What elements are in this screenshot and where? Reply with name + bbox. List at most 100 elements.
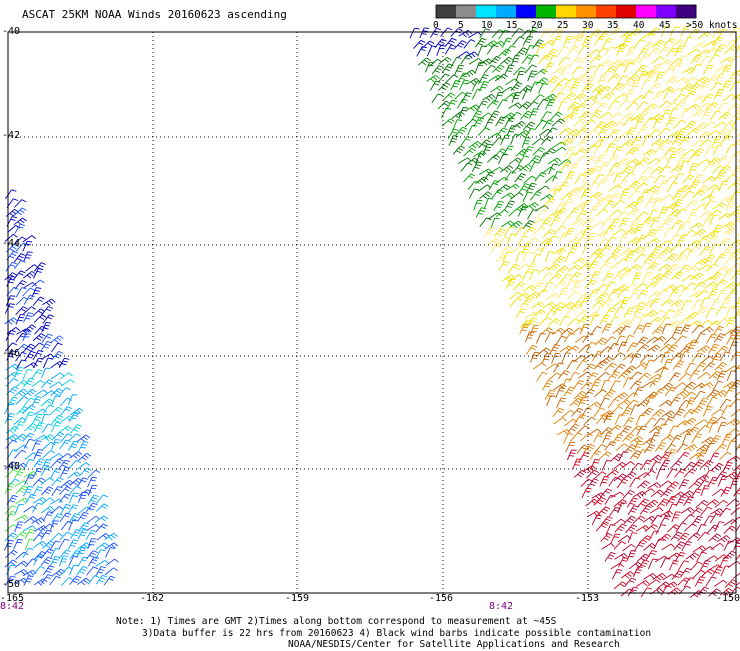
wind-barb-east-swath: [662, 110, 671, 120]
wind-barb-east-swath: [613, 327, 626, 334]
wind-barb-east-swath: [584, 417, 596, 425]
wind-barb-east-swath: [472, 162, 482, 172]
wind-barb-east-swath: [478, 185, 491, 191]
wind-barb-east-swath: [644, 444, 655, 453]
wind-barb-east-swath: [679, 137, 690, 146]
wind-barb-east-swath: [661, 195, 674, 201]
wind-barb-east-swath: [687, 128, 699, 135]
wind-barb-east-swath: [578, 397, 588, 407]
wind-barb-east-swath: [539, 55, 551, 64]
wind-barb-east-swath: [472, 89, 482, 99]
wind-barb-east-swath: [700, 298, 710, 308]
wind-barb-east-swath: [719, 181, 728, 191]
wind-barb-east-swath: [693, 190, 705, 198]
wind-barb-east-swath: [499, 261, 510, 270]
wind-barb-east-swath: [684, 578, 694, 588]
wind-barb-east-swath: [606, 470, 619, 477]
wind-barb-east-swath: [656, 469, 665, 479]
wind-barb-west-swath: [51, 422, 61, 432]
wind-barb-east-swath: [552, 36, 562, 46]
wind-barb-east-swath: [636, 337, 648, 346]
wind-barb-east-swath: [565, 252, 574, 262]
wind-barb-east-swath: [618, 558, 628, 568]
color-bar-segment: [596, 5, 617, 18]
wind-barb-east-swath: [523, 147, 534, 156]
wind-barb-east-swath: [532, 302, 545, 309]
wind-barb-east-swath: [432, 94, 443, 103]
wind-barb-east-swath: [659, 481, 672, 488]
wind-barb-west-swath: [23, 241, 32, 251]
wind-barb-east-swath: [637, 126, 648, 135]
wind-barb-east-swath: [464, 148, 476, 156]
wind-barb-east-swath: [571, 58, 582, 67]
wind-barb-east-swath: [700, 327, 713, 333]
wind-barb-east-swath: [609, 477, 620, 486]
wind-barb-east-swath: [497, 100, 507, 109]
note-line-3: NOAA/NESDIS/Center for Satellite Applica…: [288, 639, 620, 651]
lon-label-150: -150: [716, 593, 740, 604]
wind-barb-east-swath: [492, 190, 503, 199]
wind-barb-east-swath: [672, 40, 684, 47]
wind-barb-east-swath: [649, 426, 662, 433]
wind-barb-east-swath: [487, 45, 498, 54]
wind-barb-east-swath: [661, 558, 671, 568]
wind-barb-east-swath: [682, 434, 691, 444]
wind-barb-east-swath: [685, 91, 696, 100]
wind-barb-east-swath: [703, 406, 713, 416]
wind-barb-east-swath: [667, 264, 679, 272]
wind-barb-east-swath: [697, 346, 710, 353]
wind-barb-east-swath: [634, 306, 644, 316]
wind-barb-east-swath: [461, 136, 472, 145]
wind-barb-east-swath: [529, 55, 539, 65]
wind-barb-east-swath: [654, 175, 666, 183]
color-bar-tick-label: 5: [458, 20, 464, 31]
wind-barb-east-swath: [614, 173, 623, 183]
wind-barb-east-swath: [560, 274, 571, 283]
wind-barb-east-swath: [645, 418, 657, 426]
wind-barb-west-swath: [6, 440, 18, 449]
wind-barb-east-swath: [658, 128, 670, 136]
wind-barb-east-swath: [485, 227, 495, 237]
wind-barb-east-swath: [733, 572, 740, 579]
wind-barb-east-swath: [575, 103, 587, 111]
wind-barb-east-swath: [633, 95, 646, 101]
wind-barb-east-swath: [633, 567, 642, 577]
wind-barb-east-swath: [550, 274, 562, 282]
wind-barb-east-swath: [591, 271, 601, 281]
wind-barb-west-swath: [15, 532, 27, 540]
color-bar-tick-label: 30: [582, 20, 593, 31]
wind-barb-west-swath: [25, 265, 38, 272]
wind-barb-east-swath: [700, 56, 711, 65]
pass-time-right: 8:42: [489, 601, 513, 612]
wind-barb-east-swath: [597, 372, 609, 379]
wind-barb-east-swath: [420, 28, 429, 38]
wind-barb-east-swath: [629, 316, 640, 325]
wind-barb-east-swath: [626, 147, 638, 155]
wind-barb-east-swath: [614, 541, 626, 549]
wind-barb-east-swath: [577, 316, 589, 324]
wind-barb-east-swath: [552, 142, 565, 148]
wind-barb-east-swath: [643, 272, 653, 282]
wind-barb-east-swath: [559, 86, 571, 94]
wind-barb-east-swath: [734, 309, 740, 319]
wind-barb-east-swath: [672, 136, 683, 145]
wind-barb-west-swath: [50, 407, 62, 415]
wind-barb-east-swath: [582, 37, 592, 47]
wind-barb-east-swath: [594, 433, 604, 443]
wind-barb-west-swath: [41, 557, 52, 566]
wind-barb-east-swath: [600, 262, 611, 271]
wind-barb-east-swath: [653, 91, 664, 100]
wind-barb-east-swath: [596, 209, 609, 216]
wind-barb-east-swath: [452, 112, 465, 119]
wind-barb-east-swath: [615, 524, 627, 532]
wind-barb-east-swath: [660, 247, 672, 254]
wind-barb-east-swath: [670, 245, 682, 253]
wind-barb-east-swath: [731, 218, 740, 225]
wind-barb-east-swath: [649, 83, 661, 91]
wind-barb-east-swath: [461, 55, 472, 64]
wind-barb-west-swath: [24, 252, 33, 262]
wind-barb-west-swath: [88, 485, 97, 495]
wind-barb-east-swath: [478, 46, 487, 56]
wind-barb-east-swath: [611, 563, 624, 569]
wind-barb-west-swath: [17, 407, 29, 415]
